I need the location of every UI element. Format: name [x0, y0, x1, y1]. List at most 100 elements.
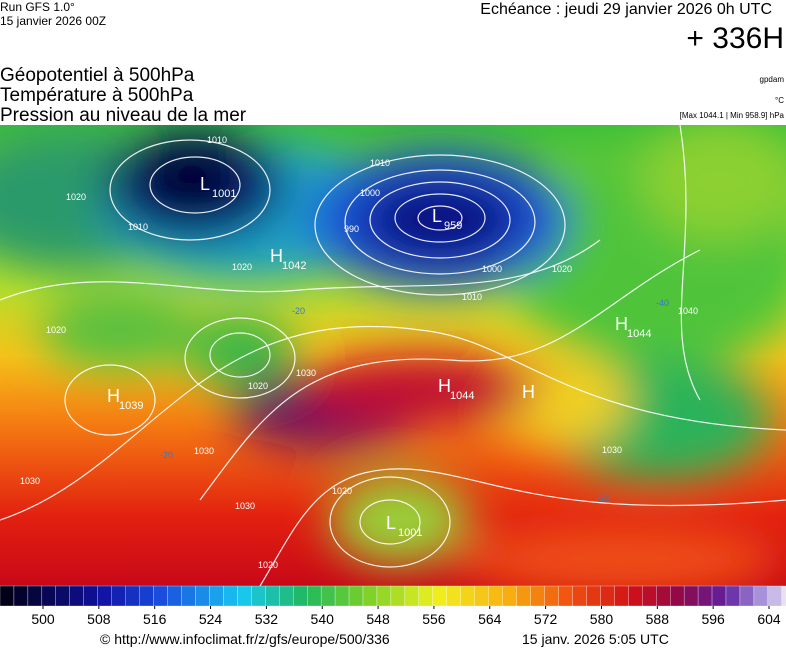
colorbar-swatch [530, 585, 545, 607]
colorbar-swatch [753, 585, 769, 607]
isobar-label: 990 [344, 224, 359, 234]
isobar-label: 1010 [370, 158, 390, 168]
center-type: H [615, 314, 628, 334]
colorbar-tick-label: 588 [646, 611, 670, 627]
footer-url: © http://www.infoclimat.fr/z/gfs/europe/… [100, 631, 390, 647]
colorbar-swatch [739, 585, 755, 607]
center-type: H [438, 376, 451, 396]
colorbar-swatch [348, 585, 364, 607]
center-type: H [107, 386, 120, 406]
colorbar-swatch [642, 585, 657, 607]
colorbar-swatch [418, 585, 433, 607]
isobars [0, 125, 786, 586]
colorbar-tick-label: 572 [534, 611, 558, 627]
colorbar-swatch [404, 585, 419, 607]
colorbar-swatch [139, 585, 154, 607]
colorbar-swatch [670, 585, 685, 607]
colorbar-swatch [195, 585, 210, 607]
center-type: L [432, 206, 442, 226]
colorbar-tick-label: 580 [590, 611, 614, 627]
colorbar-swatch [502, 585, 517, 607]
colorbar-swatch [390, 585, 406, 607]
colorbar-swatch [279, 585, 294, 607]
colorbar-tick-label: 516 [143, 611, 167, 627]
center-type: H [270, 246, 283, 266]
colorbar-swatch [656, 585, 671, 607]
isobar-label: 1020 [258, 560, 278, 570]
colorbar-swatch [516, 585, 531, 607]
isobar-label: 1010 [128, 222, 148, 232]
field [0, 125, 786, 586]
colorbar-swatch [558, 585, 573, 607]
isobar-label: 1030 [602, 445, 622, 455]
isobar-label: 1020 [552, 264, 572, 274]
isobar-label: 1030 [20, 476, 40, 486]
temperature-label: -40 [656, 298, 669, 308]
colorbar-swatch [125, 585, 140, 607]
colorbar-swatch [697, 585, 713, 607]
colorbar-swatch [725, 585, 741, 607]
colorbar-tick-label: 548 [366, 611, 390, 627]
colorbar-swatch [460, 585, 475, 607]
center-value: 1001 [212, 188, 236, 200]
colorbar-swatch [362, 585, 378, 607]
colorbar-swatch [474, 585, 489, 607]
colorbar-tick-label: 596 [701, 611, 725, 627]
colorbar-swatch [628, 585, 643, 607]
colorbar-swatch [27, 585, 43, 607]
colorbar-tick-label: 604 [757, 611, 781, 627]
colorbar-swatch [41, 585, 56, 607]
center-type: L [386, 513, 396, 533]
colorbar-tick-label: 532 [255, 611, 279, 627]
layer-title: Température à 500hPa [0, 85, 194, 106]
colorbar-swatch [767, 585, 782, 607]
colorbar-tick-label: 500 [31, 611, 55, 627]
colorbar-swatch [111, 585, 126, 607]
colorbar-swatch [334, 585, 350, 607]
center-value: 1001 [398, 527, 422, 539]
isobar-label: 1020 [248, 381, 268, 391]
colorbar-swatch [683, 585, 699, 607]
colorbar-swatch [488, 585, 503, 607]
layer-title: Pression au niveau de la mer [0, 105, 247, 126]
extremes: [Max 1044.1 | Min 958.9] hPa [680, 111, 785, 120]
isobar-label: 1020 [332, 486, 352, 496]
colorbar-swatch [544, 585, 559, 607]
isobar-label: 1010 [207, 135, 227, 145]
colorbar-tick-label: 540 [311, 611, 335, 627]
isobar-label: 1020 [232, 262, 252, 272]
colorbar-swatch [97, 585, 112, 607]
colorbar-swatch [600, 585, 615, 607]
units-temp: °C [775, 96, 784, 105]
colorbar-swatch [167, 585, 182, 607]
run: Run GFS 1.0° [0, 0, 75, 14]
colorbar-tick-label: 556 [422, 611, 446, 627]
offset: + 336H [686, 22, 784, 55]
isobar-label: 1030 [235, 501, 255, 511]
colorbar-swatch [265, 585, 280, 607]
colorbar-swatch [237, 585, 252, 607]
isobar-label: 1030 [194, 446, 214, 456]
colorbar-swatch [586, 585, 601, 607]
colorbar-swatch [13, 585, 29, 607]
colorbar-swatch [223, 585, 238, 607]
colorbar-swatch [69, 585, 84, 607]
isobar-label: 1030 [296, 368, 316, 378]
echeance: Echéance : jeudi 29 janvier 2026 0h UTC [480, 1, 772, 18]
center-value: 1044 [627, 328, 651, 340]
isobar-label: 1020 [46, 325, 66, 335]
colorbar-swatch [293, 585, 308, 607]
run-date: 15 janvier 2026 00Z [0, 14, 106, 28]
center-value: 959 [444, 220, 462, 232]
colorbar-swatch [320, 585, 336, 607]
colorbar: 500 508 516 524 532 540 548 556 564 572 580 588 596 6… [0, 585, 786, 627]
isobar-label: 1020 [66, 192, 86, 202]
isobar-label: 1000 [482, 264, 502, 274]
colorbar-swatch [251, 585, 266, 607]
colorbar-tick-label: 508 [87, 611, 111, 627]
colorbar-swatch [153, 585, 168, 607]
colorbar-swatch [572, 585, 587, 607]
center-value: 1042 [282, 260, 306, 272]
